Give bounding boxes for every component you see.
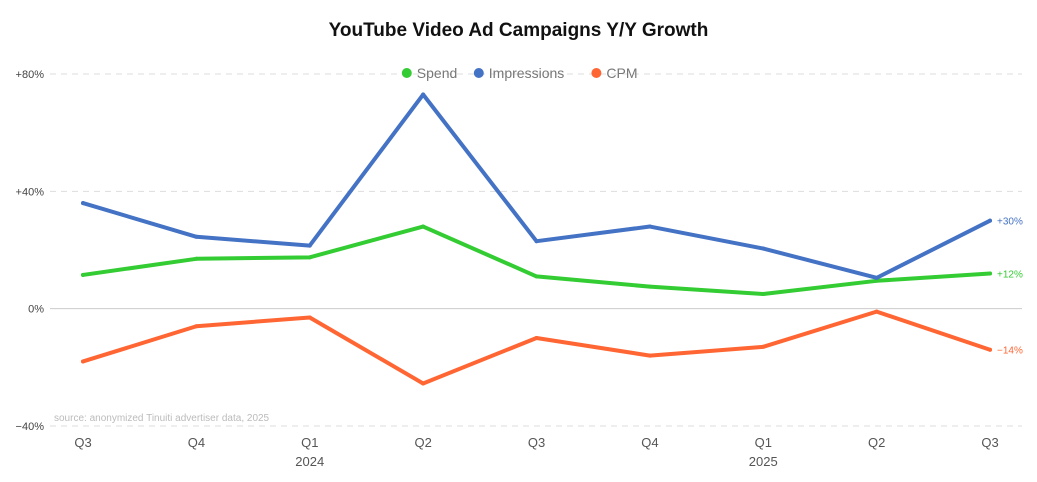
- y-tick-label: −40%: [16, 421, 45, 433]
- x-tick-label: Q3: [74, 435, 91, 450]
- data-point: [421, 381, 426, 386]
- legend-marker: [401, 68, 412, 78]
- x-tick-label: Q3: [981, 435, 998, 450]
- series-line-impressions: [81, 92, 992, 280]
- x-tick-label: Q2: [414, 435, 431, 450]
- x-tick-label: Q4: [188, 435, 205, 450]
- data-point: [421, 224, 426, 229]
- end-value-label: +30%: [997, 217, 1023, 228]
- data-point: [534, 239, 539, 244]
- data-point: [194, 324, 199, 329]
- y-tick-label: +40%: [16, 186, 45, 198]
- data-point: [874, 278, 879, 283]
- data-point: [421, 92, 426, 97]
- data-point: [988, 347, 992, 352]
- data-point: [647, 353, 652, 358]
- legend-marker: [591, 68, 602, 78]
- data-point: [81, 272, 85, 277]
- data-point: [761, 344, 766, 349]
- data-point: [988, 218, 992, 223]
- data-point: [647, 224, 652, 229]
- x-tick-label: Q4: [641, 435, 658, 450]
- data-point: [874, 275, 879, 280]
- legend-label: Impressions: [489, 65, 564, 81]
- x-tick-label: Q1: [301, 435, 318, 450]
- data-point: [874, 309, 879, 314]
- end-value-label: +12%: [997, 269, 1023, 280]
- x-year-label: 2024: [295, 454, 324, 469]
- data-point: [761, 292, 766, 296]
- data-point: [647, 284, 652, 289]
- data-point: [534, 336, 539, 340]
- data-point: [534, 274, 539, 279]
- data-point: [988, 271, 992, 276]
- x-tick-label: Q2: [868, 435, 885, 450]
- data-point: [307, 315, 312, 320]
- end-value-label: −14%: [997, 346, 1023, 357]
- data-point: [307, 243, 312, 248]
- legend-label: CPM: [606, 65, 637, 81]
- data-point: [761, 246, 766, 251]
- x-tick-label: Q1: [755, 435, 772, 450]
- data-point: [194, 234, 199, 239]
- legend-marker: [473, 68, 484, 78]
- source-note: source: anonymized Tinuiti advertiser da…: [54, 413, 270, 424]
- legend-label: Spend: [417, 65, 457, 81]
- data-point: [194, 256, 199, 261]
- chart-title: YouTube Video Ad Campaigns Y/Y Growth: [328, 20, 709, 41]
- data-point: [81, 201, 85, 206]
- x-year-label: 2025: [749, 454, 778, 469]
- y-tick-label: 0%: [28, 304, 44, 316]
- series-line-cpm: [81, 309, 992, 386]
- y-tick-label: +80%: [16, 69, 45, 81]
- x-tick-label: Q3: [528, 435, 545, 450]
- data-point: [307, 255, 312, 260]
- data-point: [81, 359, 85, 364]
